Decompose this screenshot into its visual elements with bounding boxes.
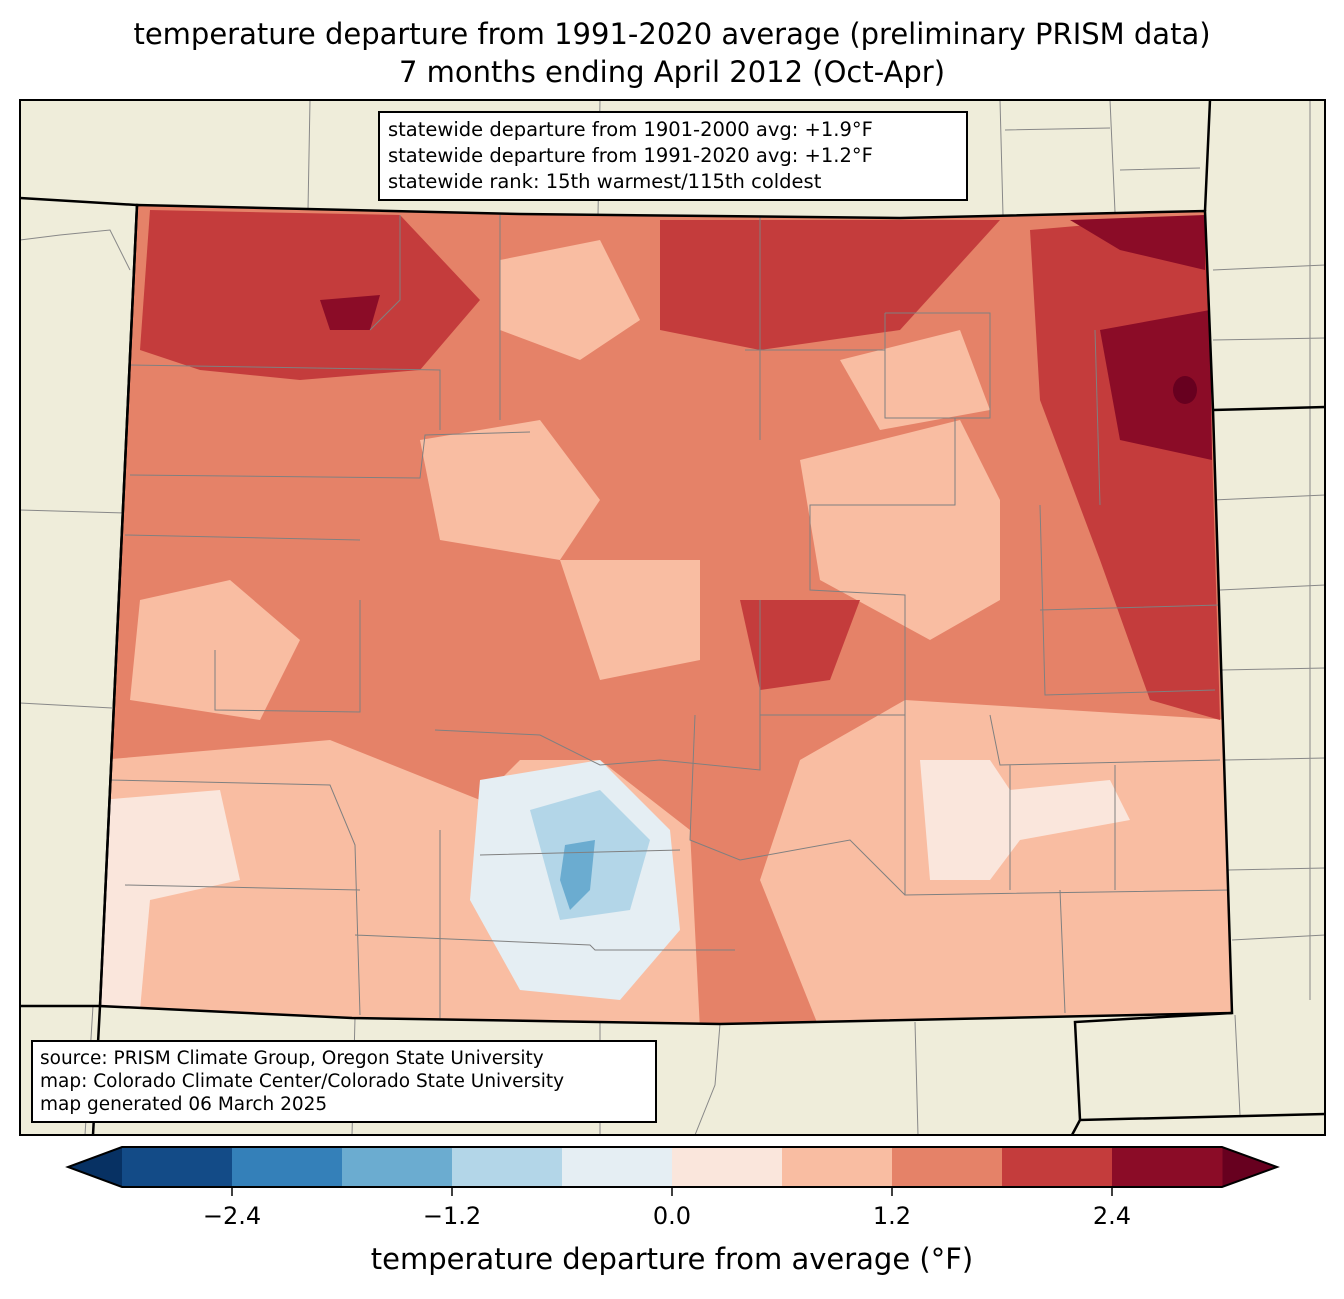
colorbar-bin — [342, 1147, 453, 1187]
colorbar-outline — [65, 1146, 1280, 1188]
colorbar-tick-label: 1.2 — [873, 1202, 911, 1230]
colorbar-tick-label: 0.0 — [653, 1202, 691, 1230]
colorbar-bin — [1002, 1147, 1113, 1187]
colorbar-tick-label: 2.4 — [1093, 1202, 1131, 1230]
source-generated-date: map generated 06 March 2025 — [40, 1094, 328, 1115]
colorbar-bin — [672, 1147, 783, 1187]
temperature-departure-field — [100, 205, 1232, 1024]
colorbar-bin — [892, 1147, 1003, 1187]
map-title: temperature departure from 1991-2020 ave… — [133, 17, 1211, 51]
colorbar-bin — [562, 1147, 673, 1187]
map-frame — [19, 99, 1326, 1136]
colorbar-bin — [452, 1147, 563, 1187]
colorbar-bin — [782, 1147, 893, 1187]
colorbar-extend-low — [68, 1147, 122, 1187]
colorbar-extend-high — [1222, 1147, 1277, 1187]
statewide-stats-box: statewide departure from 1901-2000 avg: … — [378, 111, 968, 201]
colorbar-label: temperature departure from average (°F) — [370, 1242, 974, 1276]
colorbar-bin — [1112, 1147, 1223, 1187]
stats-departure-1991-2020: statewide departure from 1991-2020 avg: … — [388, 144, 873, 167]
source-box: source: PRISM Climate Group, Oregon Stat… — [31, 1040, 657, 1123]
colorbar-tick-label: −1.2 — [423, 1202, 481, 1230]
colorbar-bin — [122, 1147, 233, 1187]
colorbar-bin — [232, 1147, 343, 1187]
stats-departure-1901-2000: statewide departure from 1901-2000 avg: … — [388, 118, 873, 141]
source-map: map: Colorado Climate Center/Colorado St… — [40, 1071, 565, 1092]
source-prism: source: PRISM Climate Group, Oregon Stat… — [40, 1048, 544, 1069]
colorbar: −2.4 −1.2 0.0 1.2 2.4 — [65, 1146, 1280, 1230]
colorado-state-border — [98, 203, 1234, 1026]
county-lines — [109, 215, 1231, 1018]
neighbor-state-borders — [20, 100, 1325, 1135]
map-subtitle: 7 months ending April 2012 (Oct-Apr) — [398, 55, 946, 89]
colorbar-tick-label: −2.4 — [203, 1202, 261, 1230]
stats-rank: statewide rank: 15th warmest/115th colde… — [388, 170, 822, 193]
